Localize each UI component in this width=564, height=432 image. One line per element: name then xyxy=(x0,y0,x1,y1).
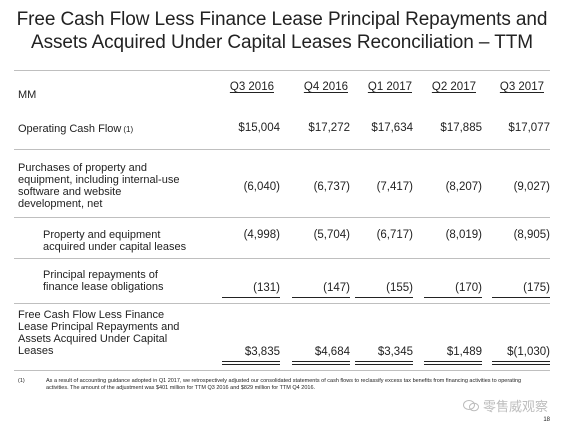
footnote-marker: (1) xyxy=(18,378,25,384)
table-cell: (8,207) xyxy=(445,181,482,193)
subtotal-underline xyxy=(424,297,482,298)
total-double-underline xyxy=(492,361,550,365)
total-double-underline xyxy=(355,361,413,365)
table-cell: $1,489 xyxy=(446,346,482,358)
column-header: Q3 2016 xyxy=(229,81,274,93)
column-header: Q3 2017 xyxy=(499,81,544,93)
table-cell: (5,704) xyxy=(313,229,350,241)
row-divider xyxy=(14,303,550,304)
table-cell: $17,634 xyxy=(371,122,413,134)
table-cell: (147) xyxy=(323,282,350,294)
table-cell: $17,885 xyxy=(440,122,482,134)
row-label-free-cash-flow: Free Cash Flow Less Finance Lease Princi… xyxy=(18,309,180,357)
chat-bubble-icon xyxy=(462,399,479,411)
table-cell: $17,077 xyxy=(508,122,550,134)
table-cell: (8,905) xyxy=(513,229,550,241)
table-cell: $3,835 xyxy=(244,346,280,358)
table-cell: (131) xyxy=(253,282,280,294)
row-label-principal-repayments: Principal repayments of finance lease ob… xyxy=(43,269,164,293)
table-cell: $(1,030) xyxy=(507,346,550,358)
row-divider xyxy=(14,217,550,218)
column-header: Q4 2016 xyxy=(303,81,348,93)
row-divider xyxy=(14,149,550,150)
watermark-text: 零售威观察 xyxy=(482,399,548,414)
table-cell: (175) xyxy=(523,282,550,294)
subtotal-underline xyxy=(355,297,413,298)
row-divider xyxy=(14,258,550,259)
row-label-capital-leases: Property and equipment acquired under ca… xyxy=(43,229,187,253)
subtotal-underline xyxy=(292,297,350,298)
row-label-purchases: Purchases of property and equipment, inc… xyxy=(18,162,180,210)
table-cell: (170) xyxy=(455,282,482,294)
title-line-2: Assets Acquired Under Capital Leases Rec… xyxy=(31,32,533,53)
column-header: Q2 2017 xyxy=(431,81,476,93)
table-cell: $15,004 xyxy=(238,122,280,134)
table-cell: (4,998) xyxy=(243,229,280,241)
subtotal-underline xyxy=(492,297,550,298)
table-cell: (6,717) xyxy=(376,229,413,241)
table-cell: (8,019) xyxy=(445,229,482,241)
table-cell: $4,684 xyxy=(314,346,350,358)
watermark: 零售威观察 xyxy=(462,396,548,415)
table-cell: (7,417) xyxy=(376,181,413,193)
table-cell: (9,027) xyxy=(513,181,550,193)
table-cell: (6,737) xyxy=(313,181,350,193)
subtotal-underline xyxy=(222,297,280,298)
footnote-text: As a result of accounting guidance adopt… xyxy=(46,378,522,391)
page-number: 18 xyxy=(543,417,550,423)
table-cell: (6,040) xyxy=(243,181,280,193)
column-header: Q1 2017 xyxy=(367,81,412,93)
title-line-1: Free Cash Flow Less Finance Lease Princi… xyxy=(16,9,548,30)
total-double-underline xyxy=(292,361,350,365)
table-cell: $17,272 xyxy=(308,122,350,134)
footnote-divider xyxy=(14,370,550,371)
table-cell: $3,345 xyxy=(377,346,413,358)
row-label-operating-cash-flow: Operating Cash Flow (1) xyxy=(18,123,134,135)
table-cell: (155) xyxy=(386,282,413,294)
total-double-underline xyxy=(424,361,482,365)
total-double-underline xyxy=(222,361,280,365)
unit-label: MM xyxy=(18,89,37,101)
title-divider xyxy=(14,70,550,71)
slide-title: Free Cash Flow Less Finance Lease Princi… xyxy=(0,8,564,54)
